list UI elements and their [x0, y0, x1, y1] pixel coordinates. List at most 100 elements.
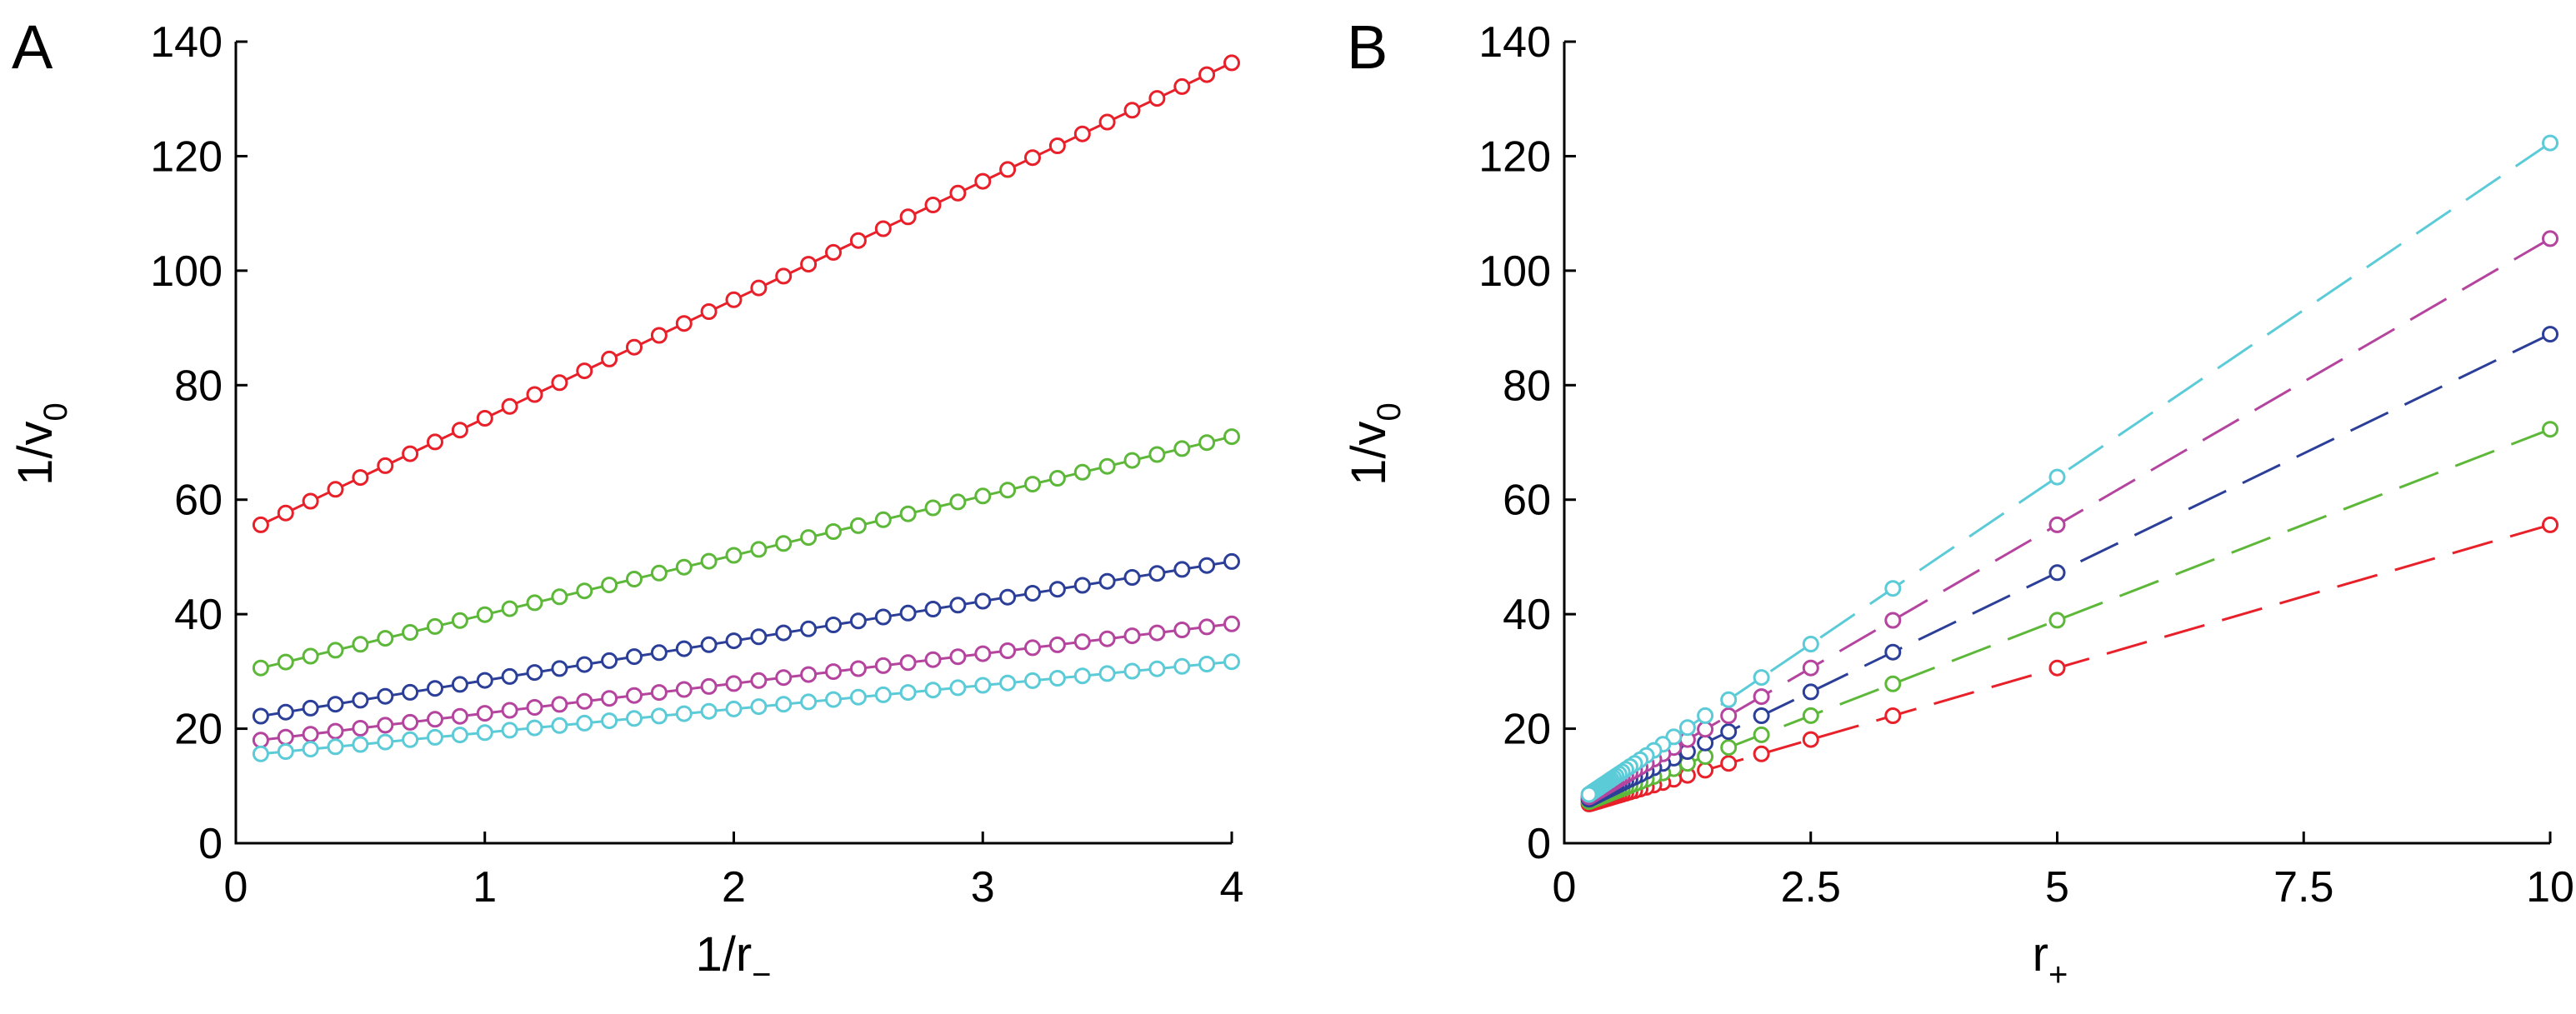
panel-a-point-green	[675, 558, 693, 576]
panel-b-ytick-label: 140	[1478, 18, 1551, 67]
panel-b-xlabel-sub: +	[2048, 957, 2068, 993]
panel-a-point-blue	[451, 676, 468, 693]
panel-b-series-group	[1580, 134, 2558, 812]
panel-a-point-red	[1223, 54, 1240, 72]
panel-a-series-green	[252, 428, 1240, 677]
panel-a-point-blue	[501, 667, 518, 685]
panel-b-point-red	[1884, 707, 1902, 724]
panel-a-point-cyan	[252, 745, 269, 762]
panel-a-point-red	[725, 291, 743, 308]
panel-a-xlabel-main: 1/r	[695, 927, 752, 982]
panel-a-point-red	[825, 243, 842, 261]
panel-a-point-blue	[1073, 577, 1091, 594]
panel-a-point-blue	[1024, 585, 1041, 602]
panel-b-xtick-label: 10	[2526, 863, 2574, 912]
panel-b-point-red	[1697, 762, 1714, 779]
panel-a-point-magenta	[476, 705, 493, 722]
panel-a-point-cyan	[1048, 670, 1066, 687]
panel-a-point-magenta	[352, 720, 369, 737]
panel-b-point-cyan	[1678, 719, 1696, 737]
panel-a-point-green	[601, 577, 618, 594]
panel-a-point-magenta	[849, 660, 867, 677]
panel-b-point-red	[1753, 745, 1770, 762]
panel-a-point-green	[1173, 440, 1191, 457]
panel-a-point-blue	[775, 624, 793, 642]
panel-a-point-cyan	[924, 682, 942, 699]
panel-a-point-green	[1198, 434, 1216, 452]
panel-a-point-magenta	[949, 648, 967, 666]
panel-a-point-cyan	[1223, 653, 1240, 671]
panel-b-label: B	[1347, 12, 1388, 82]
panel-a-point-blue	[1173, 561, 1191, 578]
panel-a-ytick-label: 100	[150, 247, 223, 296]
panel-a-point-green	[700, 552, 718, 570]
panel-a-point-cyan	[551, 717, 568, 734]
panel-a-xtick-label: 3	[971, 863, 995, 912]
panel-b-ytick-label: 40	[1503, 591, 1551, 639]
panel-a-point-blue	[1223, 552, 1240, 570]
panel-a-point-cyan	[576, 714, 593, 732]
panel-a-point-cyan	[377, 733, 394, 751]
panel-a-point-blue	[526, 664, 543, 682]
panel-b-point-magenta	[2048, 516, 2066, 533]
panel-a-point-green	[476, 606, 493, 623]
panel-a-point-red	[750, 279, 768, 297]
panel-b-point-green	[1802, 707, 1819, 724]
panel-a-point-red	[327, 481, 344, 498]
panel-a-point-cyan	[675, 705, 693, 722]
panel-a-point-red	[576, 362, 593, 380]
panel-a-point-magenta	[252, 732, 269, 749]
panel-a-point-green	[825, 523, 842, 540]
panel-a-point-cyan	[402, 731, 419, 748]
panel-a-point-green	[501, 600, 518, 617]
panel-a-ylabel-main: 1/v	[8, 421, 63, 485]
panel-b-point-cyan	[1753, 669, 1770, 687]
panel-a-point-magenta	[576, 692, 593, 710]
panel-a-series-cyan	[252, 653, 1240, 762]
panel-a-point-magenta	[526, 699, 543, 716]
panel-a-ytick-label: 80	[174, 362, 223, 410]
panel-a-point-red	[999, 161, 1017, 178]
panel-a-point-magenta	[725, 675, 743, 692]
panel-a-point-red	[302, 492, 319, 510]
panel-a-point-green	[1024, 476, 1041, 493]
panel-a-point-magenta	[551, 696, 568, 713]
panel-a-point-red	[1024, 149, 1041, 167]
panel-a-point-blue	[1148, 565, 1166, 582]
panel-b-ytick-label: 60	[1503, 477, 1551, 525]
panel-a-point-magenta	[327, 722, 344, 740]
panel-a-point-green	[750, 541, 768, 558]
panel-a-point-cyan	[1123, 662, 1141, 680]
panel-a-point-green	[402, 624, 419, 641]
panel-a-point-green	[427, 617, 443, 635]
panel-a-point-green	[352, 636, 369, 653]
panel-a-point-magenta	[700, 677, 718, 695]
panel-a-ticks: 0 20 40 60 80 100 120 140 0 1 2 3 4	[150, 18, 1243, 912]
panel-a-point-cyan	[1073, 667, 1091, 685]
panel-a-series-line-blue	[260, 560, 1233, 717]
panel-a-point-magenta	[302, 726, 319, 743]
panel-a-point-cyan	[949, 679, 967, 697]
panel-a-series-blue	[252, 552, 1240, 725]
panel-a-point-cyan	[700, 702, 718, 720]
panel-b-point-cyan	[2048, 468, 2066, 486]
panel-a-point-green	[849, 517, 867, 534]
panel-b-point-cyan	[1720, 691, 1738, 708]
panel-a-point-blue	[899, 604, 917, 622]
panel-a-point-green	[999, 482, 1017, 499]
panel-a-point-cyan	[825, 691, 842, 708]
panel-a-point-red	[451, 422, 468, 439]
panel-a-label: A	[12, 12, 53, 82]
panel-b-point-magenta	[1753, 688, 1770, 706]
panel-a-point-cyan	[601, 712, 618, 730]
panel-a-point-green	[949, 493, 967, 511]
panel-a-point-blue	[576, 656, 593, 673]
panel-a-point-cyan	[501, 722, 518, 739]
panel-a-series-line-cyan	[260, 660, 1233, 756]
panel-b-ytick-label: 80	[1503, 362, 1551, 410]
panel-b-series-green	[1580, 421, 2558, 811]
panel-a-point-cyan	[1173, 657, 1191, 675]
panel-b-point-magenta	[1884, 612, 1902, 629]
